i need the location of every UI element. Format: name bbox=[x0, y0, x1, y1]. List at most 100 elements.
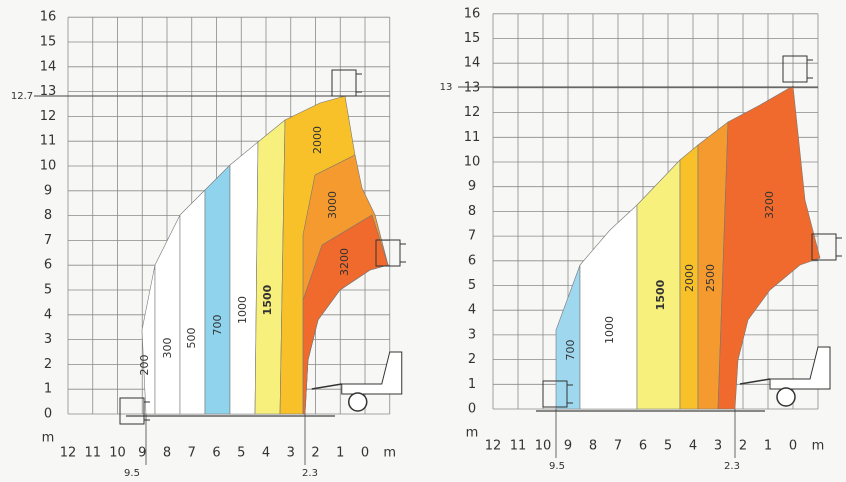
y-label: 14 bbox=[40, 59, 57, 74]
y-label: 12 bbox=[464, 105, 481, 120]
y-label: 2 bbox=[44, 357, 52, 372]
reach-label: 9.5 bbox=[124, 468, 140, 479]
truck bbox=[341, 351, 403, 395]
reach-label: 2.3 bbox=[302, 468, 318, 479]
zone-label: 1000 bbox=[236, 296, 249, 324]
y-label: 3 bbox=[44, 332, 52, 347]
y-label: 15 bbox=[40, 35, 57, 50]
load-zone bbox=[179, 189, 206, 415]
x-label: 1 bbox=[764, 439, 772, 454]
x-unit: m bbox=[812, 439, 825, 454]
x-label: 9 bbox=[138, 446, 146, 461]
y-label: 8 bbox=[44, 208, 52, 223]
x-label: 7 bbox=[188, 446, 196, 461]
x-label: 10 bbox=[535, 439, 552, 454]
y-label: 8 bbox=[468, 204, 476, 219]
y-label: 5 bbox=[468, 278, 476, 293]
zone-label: 2000 bbox=[683, 264, 696, 292]
x-label: 5 bbox=[237, 446, 245, 461]
bucket bbox=[542, 380, 568, 408]
truck bbox=[769, 346, 831, 390]
truck-boom bbox=[311, 383, 342, 390]
x-label: 4 bbox=[689, 439, 697, 454]
x-unit: m bbox=[383, 446, 396, 461]
y-label: 12 bbox=[40, 109, 57, 124]
y-label: 6 bbox=[468, 253, 476, 268]
bucket bbox=[782, 55, 808, 83]
y-label: 7 bbox=[468, 229, 476, 244]
load-zone bbox=[229, 141, 259, 415]
x-label: 12 bbox=[485, 439, 502, 454]
max-height: 12.7 bbox=[11, 91, 33, 102]
zone-label: 2500 bbox=[704, 264, 717, 292]
x-label: 6 bbox=[639, 439, 647, 454]
y-unit: m bbox=[42, 431, 55, 446]
y-label: 4 bbox=[468, 303, 476, 318]
load-zone bbox=[204, 164, 231, 415]
zone-label: 3200 bbox=[338, 248, 351, 276]
x-label: 6 bbox=[212, 446, 220, 461]
x-label: 12 bbox=[60, 446, 77, 461]
x-label: 11 bbox=[510, 439, 527, 454]
x-label: 2 bbox=[739, 439, 747, 454]
y-label: 3 bbox=[468, 327, 476, 342]
y-label: 7 bbox=[44, 233, 52, 248]
x-label: 4 bbox=[262, 446, 270, 461]
x-label: 7 bbox=[614, 439, 622, 454]
y-label: 13 bbox=[40, 84, 57, 99]
x-label: 1 bbox=[336, 446, 344, 461]
y-label: 9 bbox=[468, 179, 476, 194]
x-label: 11 bbox=[84, 446, 101, 461]
x-label: 9 bbox=[564, 439, 572, 454]
y-label: 9 bbox=[44, 183, 52, 198]
zone-label: 3000 bbox=[326, 191, 339, 219]
reach-label: 2.3 bbox=[724, 461, 740, 472]
zone-label: 700 bbox=[211, 315, 224, 336]
y-unit: m bbox=[466, 426, 479, 441]
y-label: 10 bbox=[40, 159, 57, 174]
load-zone bbox=[302, 214, 389, 415]
zone-label: 1500 bbox=[654, 279, 667, 310]
y-label: 13 bbox=[464, 80, 481, 95]
zone-label: 300 bbox=[161, 338, 174, 359]
y-label: 14 bbox=[464, 56, 481, 71]
x-label: 0 bbox=[361, 446, 369, 461]
x-label: 10 bbox=[109, 446, 126, 461]
y-label: 1 bbox=[468, 377, 476, 392]
zone-label: 200 bbox=[138, 355, 151, 376]
zone-label: 1000 bbox=[603, 316, 616, 344]
x-label: 2 bbox=[311, 446, 319, 461]
bucket bbox=[811, 233, 837, 261]
y-label: 16 bbox=[464, 6, 481, 21]
y-label: 0 bbox=[468, 402, 476, 417]
bucket bbox=[375, 239, 401, 267]
max-height: 13 bbox=[440, 82, 453, 93]
zone-label: 2000 bbox=[311, 126, 324, 154]
x-label: 3 bbox=[287, 446, 295, 461]
y-label: 11 bbox=[40, 134, 57, 149]
x-label: 8 bbox=[163, 446, 171, 461]
zone-label: 700 bbox=[564, 340, 577, 361]
x-label: 8 bbox=[589, 439, 597, 454]
truck-wheel bbox=[776, 387, 796, 407]
truck-boom bbox=[739, 378, 771, 385]
y-label: 0 bbox=[44, 407, 52, 422]
y-label: 4 bbox=[44, 307, 52, 322]
reach-label: 9.5 bbox=[549, 461, 565, 472]
y-label: 16 bbox=[40, 10, 57, 25]
y-label: 5 bbox=[44, 283, 52, 298]
x-label: 0 bbox=[789, 439, 797, 454]
y-label: 10 bbox=[464, 155, 481, 170]
x-label: 3 bbox=[714, 439, 722, 454]
truck-wheel bbox=[348, 392, 368, 412]
bucket bbox=[331, 69, 357, 97]
load-zone bbox=[717, 85, 821, 410]
y-label: 11 bbox=[464, 130, 481, 145]
x-label: 5 bbox=[664, 439, 672, 454]
zone-label: 1500 bbox=[261, 284, 274, 315]
zone-label: 3200 bbox=[763, 191, 776, 219]
y-label: 6 bbox=[44, 258, 52, 273]
y-label: 1 bbox=[44, 382, 52, 397]
bucket bbox=[119, 397, 145, 425]
